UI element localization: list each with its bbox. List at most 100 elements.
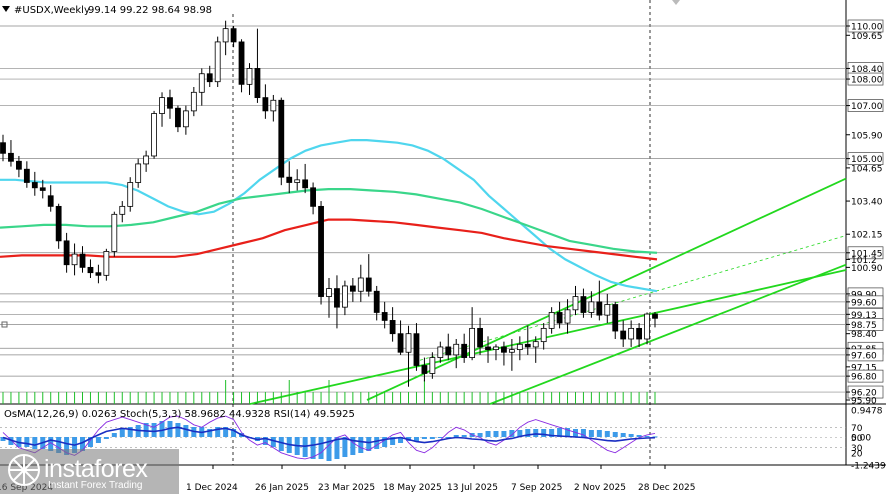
candle-bear [23, 168, 30, 183]
osma-bar [429, 437, 435, 439]
candle-bull [548, 312, 555, 329]
osma-bar [445, 437, 451, 438]
osma-bar [421, 437, 427, 439]
candle-bear [397, 333, 404, 353]
candle-bull [135, 163, 142, 183]
osma-bar [390, 437, 396, 445]
osma-bar [326, 437, 332, 461]
time-label: 23 Mar 2025 [318, 483, 375, 493]
level-label: 97.15 [851, 363, 877, 373]
candle-bear [31, 182, 38, 189]
time-label: 18 May 2025 [383, 483, 442, 493]
symbol-title: #USDX,Weekly [14, 5, 90, 16]
osma-bar [541, 429, 547, 437]
osma-bar [48, 437, 54, 451]
level-label: 108.00 [851, 76, 883, 86]
osma-bar [119, 429, 125, 437]
osma-bar [358, 437, 364, 453]
moving-averages [0, 139, 658, 293]
candle-bear [580, 296, 587, 313]
horizontal-levels [0, 25, 846, 393]
osma-bar [580, 429, 586, 437]
candle-bull [182, 110, 189, 128]
candle-bear [445, 346, 452, 356]
osma-bar [588, 430, 594, 437]
level-label: 102.15 [851, 231, 883, 241]
osma-bar [8, 437, 14, 445]
candle-bull [294, 179, 301, 183]
level-label: 95.90 [851, 397, 877, 407]
osma-bar [557, 428, 563, 437]
candle-bull [222, 28, 229, 43]
osma-bar [437, 437, 443, 438]
candle-bear [278, 99, 285, 178]
time-label: 13 Jul 2025 [447, 483, 498, 493]
logo-icon [8, 454, 40, 486]
candle-bear [167, 97, 173, 109]
candle-bull [214, 41, 221, 83]
candle-bear [524, 343, 531, 348]
candle-bear [365, 277, 372, 292]
osma-bar [652, 436, 658, 438]
osma-bar [0, 437, 6, 441]
candle-bear [485, 346, 491, 351]
candle-bull [628, 327, 635, 340]
osma-bar [493, 431, 499, 437]
candle-bear [310, 187, 316, 207]
candle-bull [405, 333, 412, 353]
shift-handle-icon[interactable] [1, 321, 8, 328]
level-label: 101.2 [851, 256, 877, 266]
osma-bar [398, 437, 404, 443]
level-label: 99.90 [851, 290, 877, 300]
level-label: 109.65 [851, 32, 883, 42]
osma-bar [461, 435, 467, 437]
osma-bar [485, 431, 491, 437]
osma-bar [525, 429, 531, 437]
candle-bear [0, 142, 6, 154]
time-label: 2 Nov 2025 [574, 483, 626, 493]
osma-bar [87, 437, 93, 447]
candle-bear [63, 240, 70, 266]
candle-bull [357, 277, 364, 292]
channel-line [419, 235, 847, 361]
osma-bar [151, 423, 157, 437]
channel-line [249, 269, 847, 405]
candle-bear [413, 333, 420, 366]
indicator-header: OsMA(12,26,9) 0.0263 Stoch(5,3,3) 58.968… [4, 409, 355, 420]
candle-bear [556, 312, 563, 324]
osma-bar [549, 429, 555, 437]
candle-bear [286, 176, 293, 183]
level-label: 104.65 [851, 164, 883, 174]
level-label: 108.40 [851, 65, 883, 75]
candle-bull [198, 73, 205, 93]
candle-bear [8, 152, 14, 162]
osma-bar [310, 437, 316, 459]
osma-bar [318, 437, 324, 459]
osma-bar [644, 436, 650, 437]
level-label: 99.13 [851, 311, 877, 321]
candle-bear [55, 205, 62, 242]
level-label: 98.40 [851, 330, 877, 340]
candle-bull [127, 182, 134, 207]
candle-bull [588, 301, 595, 313]
osma-bar [517, 430, 523, 437]
candle-bear [39, 187, 46, 191]
indicator-level-label: 0.9478 [851, 407, 883, 417]
osma-bar [382, 437, 388, 447]
osma-bar [477, 433, 483, 437]
candle-bear [206, 73, 213, 83]
candle-bull [508, 349, 515, 353]
candle-bear [421, 365, 428, 374]
candle-bear [620, 330, 627, 340]
candle-bull [532, 341, 539, 348]
osma-bar [175, 423, 181, 437]
dropdown-icon[interactable] [2, 6, 10, 12]
level-label: 98.75 [851, 321, 877, 331]
candle-bear [501, 346, 507, 353]
scroll-marker-icon[interactable] [672, 0, 680, 5]
candle-bull [644, 313, 650, 340]
osma-bar [612, 432, 618, 437]
time-label: 28 Dec 2025 [638, 483, 696, 493]
candle-bull [270, 99, 277, 112]
